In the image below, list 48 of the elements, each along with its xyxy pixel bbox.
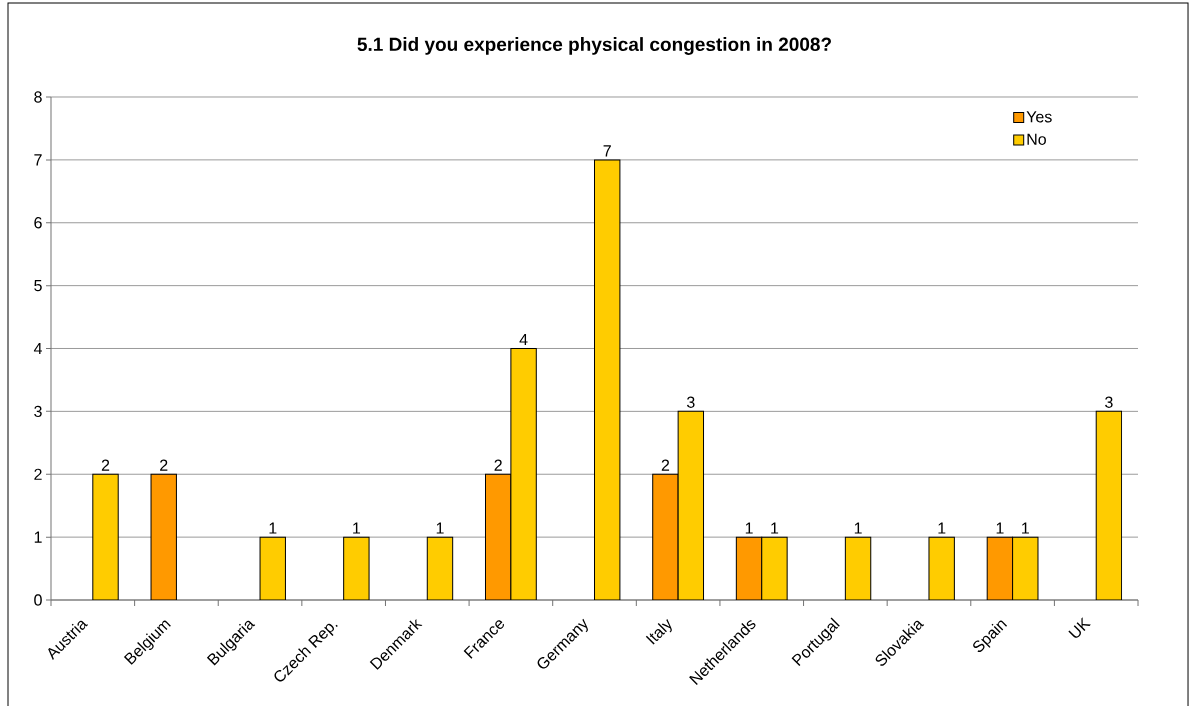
data-label: 1 bbox=[353, 522, 361, 534]
bar bbox=[484, 473, 512, 600]
y-tick-label: 7 bbox=[34, 154, 42, 166]
bar bbox=[92, 473, 119, 600]
data-label: 7 bbox=[603, 145, 611, 157]
bar bbox=[1095, 410, 1123, 600]
data-label: 1 bbox=[938, 522, 946, 534]
bar bbox=[343, 536, 370, 600]
x-tick-label: UK bbox=[1068, 617, 1091, 638]
bar bbox=[986, 536, 1014, 600]
bar bbox=[844, 536, 872, 600]
bar bbox=[259, 536, 286, 600]
data-label: 2 bbox=[494, 459, 502, 471]
legend-label: No bbox=[1027, 133, 1046, 145]
data-label: 1 bbox=[996, 522, 1004, 534]
bar bbox=[1012, 536, 1039, 600]
y-tick-label: 1 bbox=[34, 531, 42, 543]
data-label: 3 bbox=[1105, 396, 1113, 408]
y-tick-label: 5 bbox=[34, 280, 42, 292]
bar bbox=[652, 473, 679, 600]
data-label: 1 bbox=[854, 522, 862, 534]
y-tick-label: 6 bbox=[34, 217, 42, 229]
bar bbox=[510, 348, 537, 600]
data-label: 1 bbox=[771, 522, 779, 534]
bar bbox=[928, 536, 955, 600]
bar bbox=[594, 159, 621, 600]
data-label: 2 bbox=[101, 459, 110, 471]
bar bbox=[150, 473, 177, 600]
data-label: 3 bbox=[686, 396, 695, 408]
y-tick-label: 3 bbox=[34, 405, 42, 418]
data-label: 4 bbox=[519, 333, 528, 345]
bar bbox=[677, 410, 705, 600]
x-tick-label: Italy bbox=[645, 618, 672, 645]
bar bbox=[735, 536, 763, 600]
data-label: 1 bbox=[269, 522, 277, 534]
y-tick-label: 4 bbox=[33, 342, 42, 354]
bar bbox=[426, 536, 454, 600]
y-tick-label: 2 bbox=[34, 468, 42, 480]
chart-title: 5.1 Did you experience physical congestion in 2008? bbox=[357, 37, 831, 55]
y-tick-label: 8 bbox=[34, 91, 42, 103]
legend-label: Yes bbox=[1026, 111, 1052, 123]
y-tick-label: 0 bbox=[34, 594, 42, 606]
data-label: 1 bbox=[436, 522, 444, 534]
data-label: 2 bbox=[160, 459, 168, 471]
bar bbox=[761, 536, 788, 600]
data-label: 1 bbox=[1022, 522, 1029, 534]
data-label: 2 bbox=[661, 459, 670, 471]
data-label: 1 bbox=[745, 522, 753, 534]
